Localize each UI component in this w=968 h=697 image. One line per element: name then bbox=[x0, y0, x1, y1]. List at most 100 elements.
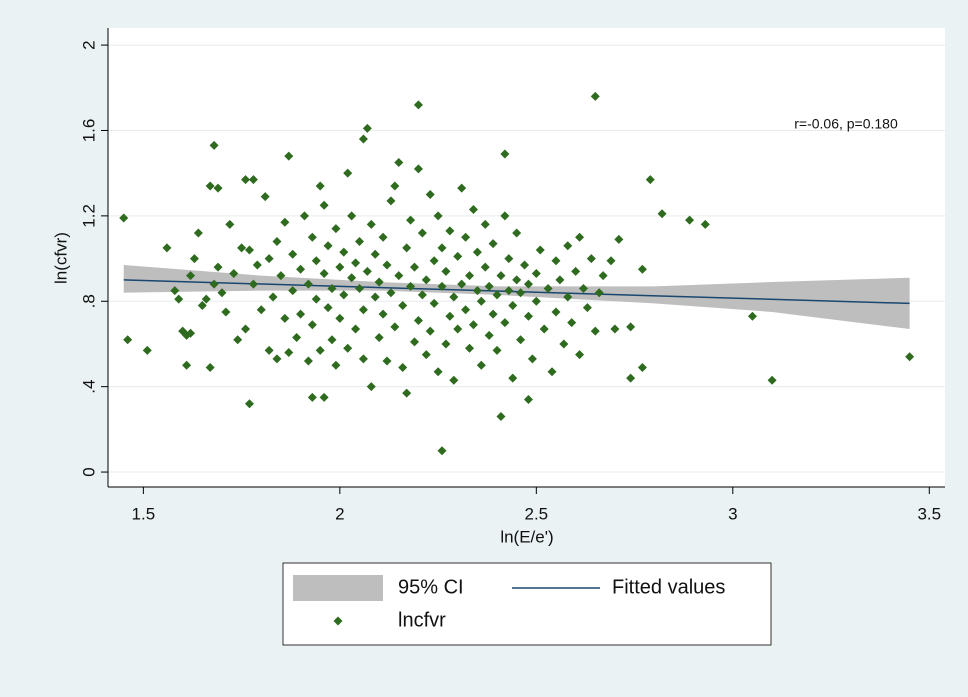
scatter-point bbox=[378, 232, 388, 242]
x-tick-label: 2 bbox=[335, 504, 344, 523]
scatter-point bbox=[500, 149, 510, 159]
scatter-point bbox=[264, 345, 274, 355]
legend-swatch bbox=[293, 575, 383, 601]
scatter-point bbox=[209, 279, 219, 289]
scatter-point bbox=[551, 307, 561, 317]
scatter-point bbox=[260, 192, 270, 202]
scatter-point bbox=[299, 211, 309, 221]
scatter-point bbox=[500, 318, 510, 328]
x-tick-label: 3 bbox=[728, 504, 737, 523]
scatter-point bbox=[370, 249, 380, 259]
scatter-point bbox=[142, 345, 152, 355]
scatter-point bbox=[347, 273, 357, 283]
scatter-point bbox=[468, 320, 478, 330]
scatter-point bbox=[523, 311, 533, 321]
scatter-point bbox=[225, 219, 235, 229]
y-tick-label: 2 bbox=[79, 40, 98, 49]
scatter-point bbox=[417, 290, 427, 300]
scatter-point bbox=[484, 330, 494, 340]
y-tick-label: 1.6 bbox=[79, 119, 98, 143]
scatter-point bbox=[315, 345, 325, 355]
scatter-point bbox=[229, 269, 239, 279]
scatter-point bbox=[567, 318, 577, 328]
scatter-point bbox=[288, 249, 298, 259]
y-tick-label: .4 bbox=[79, 380, 98, 394]
scatter-point bbox=[484, 281, 494, 291]
y-tick-label: .8 bbox=[79, 294, 98, 308]
scatter-point bbox=[425, 326, 435, 336]
scatter-point bbox=[217, 288, 227, 298]
scatter-point bbox=[170, 286, 180, 296]
scatter-point bbox=[335, 313, 345, 323]
scatter-point bbox=[276, 271, 286, 281]
scatter-point bbox=[162, 243, 172, 253]
scatter-point bbox=[315, 181, 325, 191]
scatter-point bbox=[508, 373, 518, 383]
scatter-point bbox=[512, 275, 522, 285]
scatter-point bbox=[563, 241, 573, 251]
scatter-point bbox=[362, 123, 372, 133]
scatter-point bbox=[488, 309, 498, 319]
scatter-point bbox=[413, 164, 423, 174]
scatter-point bbox=[398, 362, 408, 372]
scatter-point bbox=[488, 239, 498, 249]
x-tick-label: 1.5 bbox=[132, 504, 156, 523]
scatter-point bbox=[307, 232, 317, 242]
scatter-point bbox=[354, 283, 364, 293]
scatter-point bbox=[197, 301, 207, 311]
scatter-point bbox=[523, 394, 533, 404]
scatter-point bbox=[174, 294, 184, 304]
scatter-point bbox=[461, 232, 471, 242]
scatter-point bbox=[508, 301, 518, 311]
scatter-point bbox=[331, 224, 341, 234]
y-tick-label: 0 bbox=[79, 467, 98, 476]
scatter-point bbox=[362, 266, 372, 276]
scatter-point bbox=[492, 290, 502, 300]
scatter-point bbox=[347, 211, 357, 221]
scatter-point bbox=[637, 362, 647, 372]
scatter-point bbox=[449, 292, 459, 302]
scatter-point bbox=[386, 196, 396, 206]
scatter-point bbox=[327, 283, 337, 293]
scatter-point bbox=[445, 311, 455, 321]
scatter-point bbox=[657, 209, 667, 219]
scatter-point bbox=[531, 269, 541, 279]
scatter-point bbox=[272, 354, 282, 364]
scatter-point bbox=[425, 190, 435, 200]
scatter-point bbox=[559, 339, 569, 349]
scatter-point bbox=[307, 320, 317, 330]
scatter-point bbox=[637, 264, 647, 274]
scatter-point bbox=[547, 367, 557, 377]
scatter-point bbox=[343, 343, 353, 353]
scatter-point bbox=[480, 219, 490, 229]
scatter-point bbox=[747, 311, 757, 321]
legend: 95% CI Fitted values lncfvr bbox=[293, 575, 725, 631]
scatter-point bbox=[205, 181, 215, 191]
legend-label: lncfvr bbox=[398, 609, 446, 631]
scatter-point bbox=[413, 315, 423, 325]
scatter-point bbox=[268, 292, 278, 302]
scatter-point bbox=[476, 360, 486, 370]
scatter-point bbox=[311, 294, 321, 304]
scatter-point bbox=[461, 305, 471, 315]
scatter-point bbox=[472, 286, 482, 296]
scatter-point bbox=[186, 271, 196, 281]
y-tick-label: 1.2 bbox=[79, 204, 98, 228]
scatter-point bbox=[319, 269, 329, 279]
scatter-point bbox=[468, 204, 478, 214]
scatter-point bbox=[351, 258, 361, 268]
scatter-point bbox=[457, 279, 467, 289]
scatter-point bbox=[421, 350, 431, 360]
scatter-point bbox=[319, 392, 329, 402]
scatter-point bbox=[410, 262, 420, 272]
scatter-point bbox=[366, 382, 376, 392]
legend-label: 95% CI bbox=[398, 576, 464, 598]
scatter-point bbox=[374, 333, 384, 343]
scatter-point bbox=[248, 175, 258, 185]
scatter-point bbox=[402, 388, 412, 398]
scatter-point bbox=[386, 288, 396, 298]
scatter-point bbox=[366, 219, 376, 229]
scatter-point bbox=[244, 245, 254, 255]
scatter-point bbox=[555, 275, 565, 285]
scatter-point bbox=[582, 303, 592, 313]
